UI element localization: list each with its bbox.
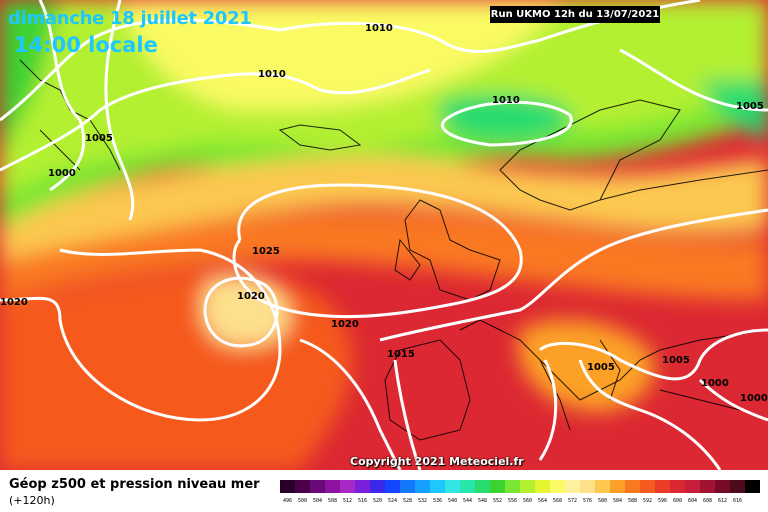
scale-tick-label: 560 <box>522 498 533 504</box>
legend-title: Géop z500 et pression niveau mer <box>9 477 260 492</box>
scale-tick-label: 528 <box>402 498 413 504</box>
scale-tick-label: 524 <box>387 498 398 504</box>
model-run-label: Run UKMO 12h du 13/07/2021 <box>490 6 660 23</box>
scale-swatch <box>430 480 445 493</box>
isobar-label: 1000 <box>48 168 76 179</box>
scale-tick-label: 544 <box>462 498 473 504</box>
scale-tick-label: 548 <box>477 498 488 504</box>
isobar-label: 1005 <box>736 101 764 112</box>
scale-tick-label: 536 <box>432 498 443 504</box>
scale-swatch <box>700 480 715 493</box>
scale-swatch <box>745 480 760 493</box>
scale-swatch <box>715 480 730 493</box>
scale-swatch <box>625 480 640 493</box>
isobar-label: 1010 <box>365 23 393 34</box>
isobar-label: 1005 <box>587 362 615 373</box>
scale-swatch <box>445 480 460 493</box>
scale-tick-label <box>745 498 760 504</box>
scale-swatch <box>670 480 685 493</box>
scale-swatch <box>505 480 520 493</box>
scale-swatch <box>400 480 415 493</box>
copyright-notice: Copyright 2021 Meteociel.fr <box>350 455 524 468</box>
isobar-label: 1005 <box>662 355 690 366</box>
scale-swatch <box>685 480 700 493</box>
isobar-label: 1000 <box>701 378 729 389</box>
isobar-label: 1020 <box>0 297 28 308</box>
scale-tick-label: 532 <box>417 498 428 504</box>
scale-swatch <box>280 480 295 493</box>
isobar-label: 1020 <box>331 319 359 330</box>
scale-swatch <box>610 480 625 493</box>
isobar-label: 1010 <box>492 95 520 106</box>
weather-map: 1010 1010 1005 1000 1010 1005 1025 1020 … <box>0 0 768 470</box>
scale-swatch <box>580 480 595 493</box>
scale-tick-label: 568 <box>552 498 563 504</box>
isobar-label: 1000 <box>740 393 768 404</box>
scale-tick-label: 500 <box>297 498 308 504</box>
legend-subtitle: (+120h) <box>9 494 55 507</box>
forecast-date: dimanche 18 juillet 2021 <box>8 8 252 29</box>
scale-tick-label: 504 <box>312 498 323 504</box>
scale-swatch <box>355 480 370 493</box>
scale-swatch <box>385 480 400 493</box>
scale-tick-label: 616 <box>732 498 743 504</box>
scale-tick-label: 496 <box>282 498 293 504</box>
scale-swatch <box>535 480 550 493</box>
scale-tick-label: 580 <box>597 498 608 504</box>
scale-swatch <box>595 480 610 493</box>
forecast-time: 14:00 locale <box>14 33 158 57</box>
isobar-label: 1005 <box>85 133 113 144</box>
color-scale-labels: 496 500 504 508 512 516 520 524 528 532 536 540 544 5… <box>280 498 760 504</box>
scale-swatch <box>490 480 505 493</box>
scale-swatch <box>460 480 475 493</box>
scale-swatch <box>295 480 310 493</box>
scale-tick-label: 564 <box>537 498 548 504</box>
scale-tick-label: 516 <box>357 498 368 504</box>
color-scale <box>280 480 760 493</box>
scale-tick-label: 592 <box>642 498 653 504</box>
scale-tick-label: 576 <box>582 498 593 504</box>
scale-tick-label: 588 <box>627 498 638 504</box>
scale-tick-label: 600 <box>672 498 683 504</box>
scale-tick-label: 540 <box>447 498 458 504</box>
scale-tick-label: 612 <box>717 498 728 504</box>
scale-swatch <box>730 480 745 493</box>
isobar-label: 1025 <box>252 246 280 257</box>
legend-bar: Géop z500 et pression niveau mer (+120h)… <box>0 470 768 512</box>
scale-swatch <box>325 480 340 493</box>
scale-swatch <box>475 480 490 493</box>
scale-swatch <box>310 480 325 493</box>
scale-tick-label: 512 <box>342 498 353 504</box>
scale-tick-label: 556 <box>507 498 518 504</box>
scale-swatch <box>655 480 670 493</box>
scale-tick-label: 552 <box>492 498 503 504</box>
scale-tick-label: 596 <box>657 498 668 504</box>
scale-tick-label: 604 <box>687 498 698 504</box>
isobar-label: 1010 <box>258 69 286 80</box>
scale-tick-label: 608 <box>702 498 713 504</box>
scale-swatch <box>565 480 580 493</box>
isobar-label: 1015 <box>387 349 415 360</box>
scale-swatch <box>370 480 385 493</box>
scale-swatch <box>520 480 535 493</box>
scale-swatch <box>340 480 355 493</box>
scale-swatch <box>415 480 430 493</box>
isobar-label: 1020 <box>237 291 265 302</box>
scale-tick-label: 572 <box>567 498 578 504</box>
scale-tick-label: 584 <box>612 498 623 504</box>
scale-tick-label: 508 <box>327 498 338 504</box>
scale-swatch <box>640 480 655 493</box>
scale-tick-label: 520 <box>372 498 383 504</box>
scale-swatch <box>550 480 565 493</box>
